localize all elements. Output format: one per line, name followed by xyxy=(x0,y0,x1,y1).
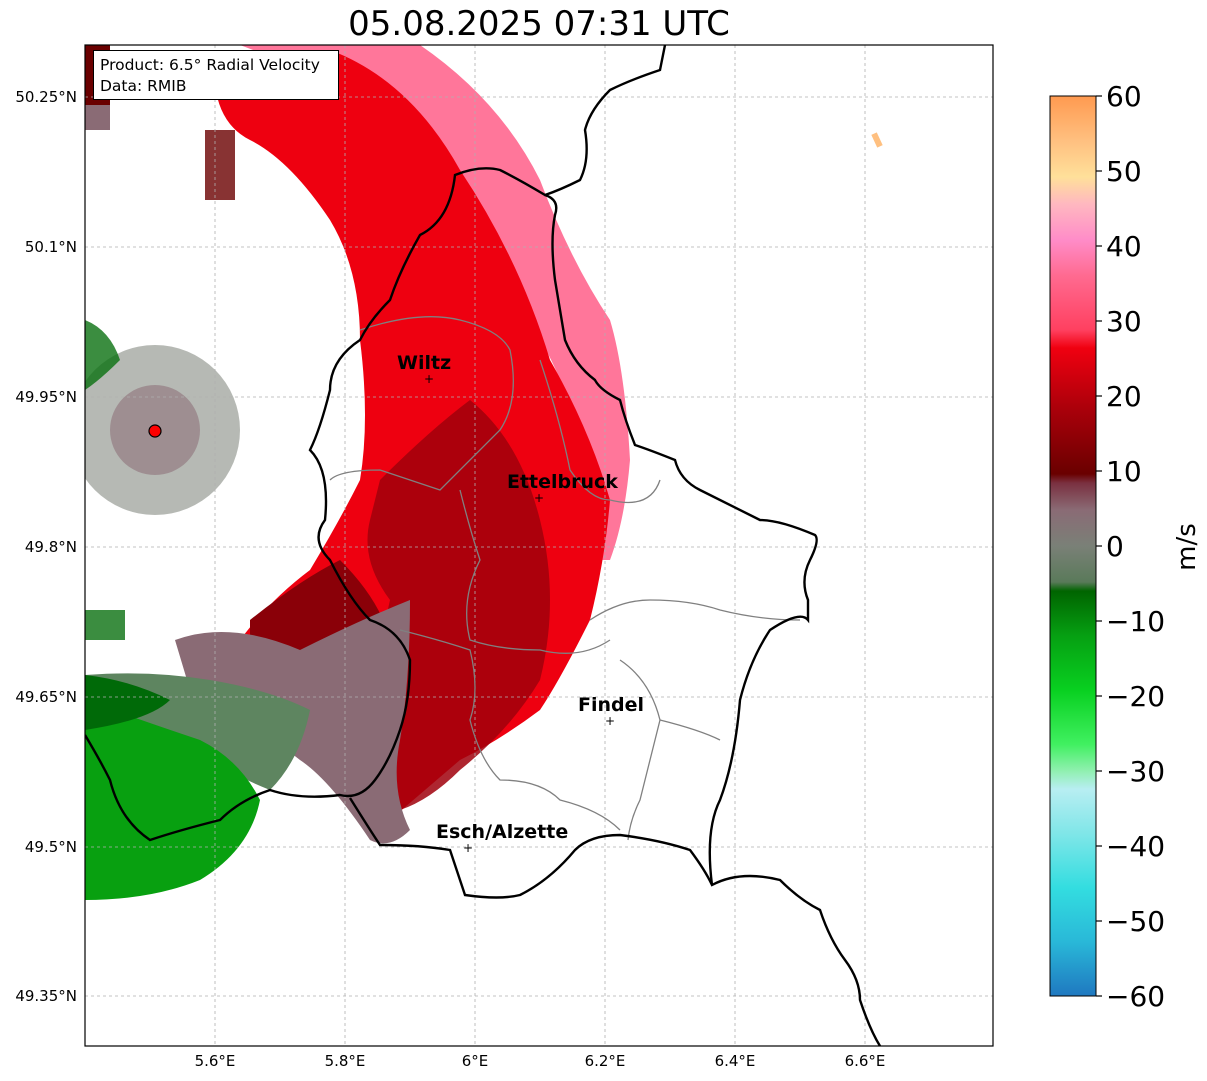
city-marker: + xyxy=(534,491,544,505)
colorbar-tick: −50 xyxy=(1106,905,1165,938)
canton-borders xyxy=(329,316,801,841)
country-borders xyxy=(85,45,882,1046)
city-ettelbruck: Ettelbruck + xyxy=(507,471,618,505)
city-label: Ettelbruck xyxy=(507,471,618,493)
colorbar-ticks: 60 50 40 30 20 10 0 −10 −20 −30 −40 −50 … xyxy=(1096,80,1165,1013)
city-label: Findel xyxy=(578,694,644,716)
colorbar xyxy=(1049,95,1097,997)
colorbar-tick: 30 xyxy=(1106,305,1142,338)
lon-label: 6°E xyxy=(462,1052,489,1070)
lat-label: 49.35°N xyxy=(15,987,77,1005)
lat-label: 50.1°N xyxy=(25,238,77,256)
colorbar-tick: −10 xyxy=(1106,605,1165,638)
colorbar-tick: 0 xyxy=(1106,530,1124,563)
city-marker: + xyxy=(463,841,473,855)
lon-label: 5.8°E xyxy=(325,1052,366,1070)
city-label: Wiltz xyxy=(397,352,451,374)
lat-label: 50.25°N xyxy=(15,88,77,106)
city-wiltz: Wiltz + xyxy=(397,352,451,386)
colorbar-tick: 60 xyxy=(1106,80,1142,113)
lat-label: 49.8°N xyxy=(25,538,77,556)
product-label: Product: 6.5° Radial Velocity xyxy=(100,56,320,74)
colorbar-tick: −60 xyxy=(1106,980,1165,1013)
lat-label: 49.5°N xyxy=(25,838,77,856)
city-label: Esch/Alzette xyxy=(436,821,568,843)
lat-label: 49.65°N xyxy=(15,688,77,706)
lon-label: 6.4°E xyxy=(715,1052,756,1070)
colorbar-tick: −40 xyxy=(1106,830,1165,863)
plot-frame xyxy=(84,44,994,1047)
colorbar-tick: 10 xyxy=(1106,455,1142,488)
colorbar-tick: 20 xyxy=(1106,380,1142,413)
lon-labels: 5.6°E 5.8°E 6°E 6.2°E 6.4°E 6.6°E xyxy=(195,1052,886,1070)
lon-label: 6.6°E xyxy=(845,1052,886,1070)
lat-labels: 50.25°N 50.1°N 49.95°N 49.8°N 49.65°N 49… xyxy=(15,88,77,1005)
city-findel: Findel + xyxy=(578,694,644,728)
lat-label: 49.95°N xyxy=(15,388,77,406)
map-title: 05.08.2025 07:31 UTC xyxy=(348,4,730,44)
lon-label: 5.6°E xyxy=(195,1052,236,1070)
source-label: Data: RMIB xyxy=(100,77,187,95)
lon-label: 6.2°E xyxy=(585,1052,626,1070)
info-box: Product: 6.5° Radial Velocity Data: RMIB xyxy=(93,50,339,100)
radar-site-marker xyxy=(148,424,162,438)
colorbar-unit: m/s xyxy=(1172,523,1202,571)
colorbar-tick: −20 xyxy=(1106,680,1165,713)
colorbar-tick: −30 xyxy=(1106,755,1165,788)
city-marker: + xyxy=(605,714,615,728)
colorbar-tick: 40 xyxy=(1106,230,1142,263)
city-esch: Esch/Alzette + xyxy=(436,821,568,855)
city-marker: + xyxy=(424,372,434,386)
colorbar-tick: 50 xyxy=(1106,155,1142,188)
